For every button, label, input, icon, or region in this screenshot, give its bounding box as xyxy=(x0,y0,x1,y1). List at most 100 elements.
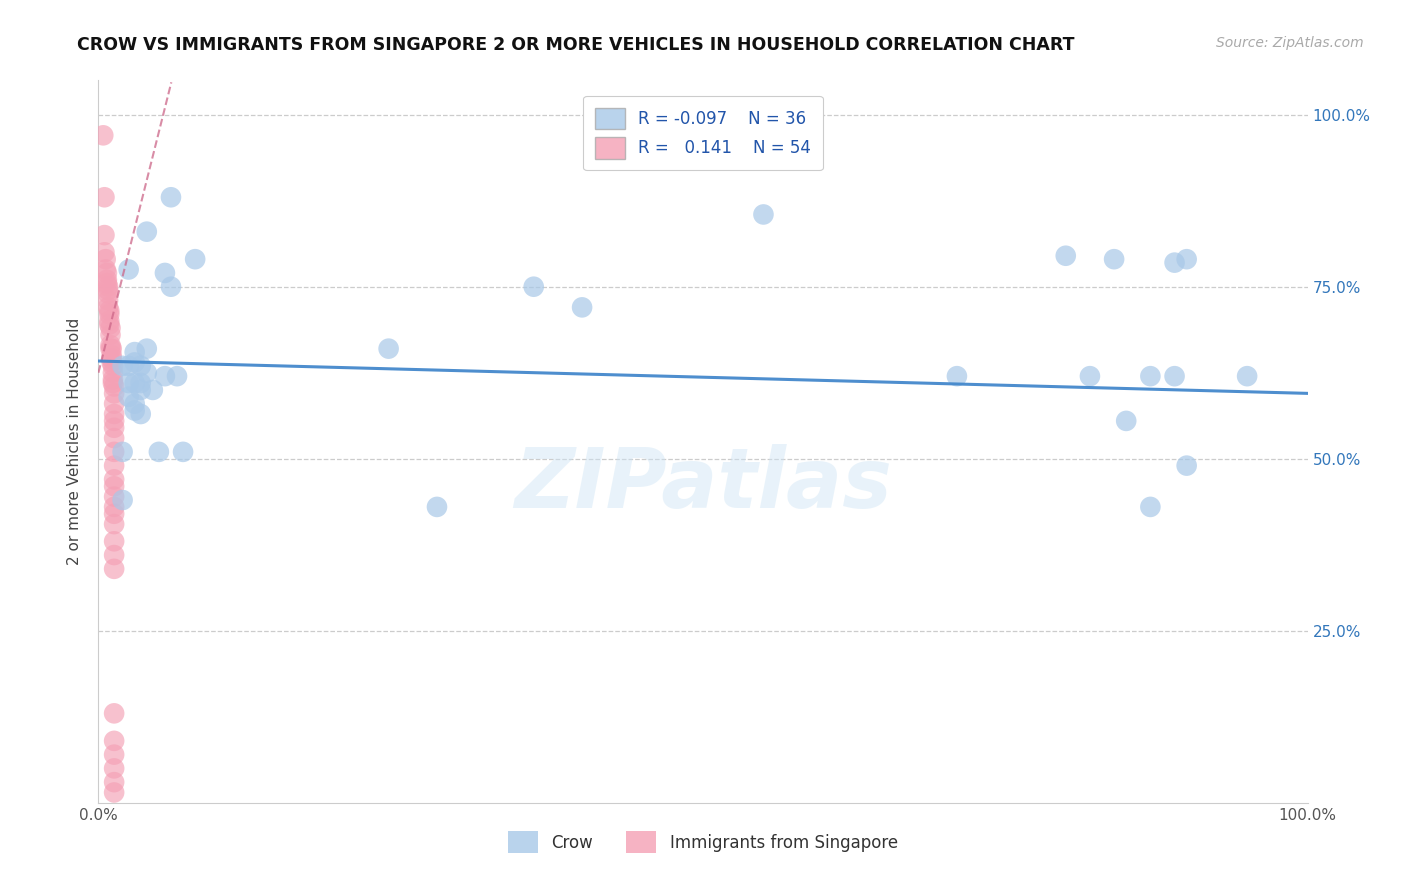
Point xyxy=(98,307,121,321)
Point xyxy=(93,190,115,204)
Point xyxy=(100,355,122,369)
Point xyxy=(98,318,121,332)
Point xyxy=(1175,458,1198,473)
Point xyxy=(96,273,118,287)
Point xyxy=(124,397,146,411)
Point xyxy=(101,359,124,373)
Point xyxy=(97,279,120,293)
Text: ZIPatlas: ZIPatlas xyxy=(515,444,891,525)
Point xyxy=(1102,252,1125,267)
Point xyxy=(103,534,125,549)
Point xyxy=(118,390,141,404)
Point xyxy=(129,376,152,390)
Point xyxy=(97,301,120,315)
Point xyxy=(166,369,188,384)
Point xyxy=(93,228,115,243)
Point xyxy=(97,293,120,308)
Point xyxy=(98,303,121,318)
Point xyxy=(103,500,125,514)
Point xyxy=(97,286,120,301)
Point xyxy=(101,366,124,380)
Point xyxy=(118,376,141,390)
Point xyxy=(100,321,122,335)
Point xyxy=(111,359,134,373)
Point xyxy=(124,403,146,417)
Point xyxy=(1054,249,1077,263)
Point xyxy=(94,262,117,277)
Point xyxy=(135,366,157,380)
Point xyxy=(523,279,546,293)
Point xyxy=(377,342,399,356)
Point xyxy=(571,301,593,315)
Point xyxy=(148,445,170,459)
Point xyxy=(426,500,449,514)
Point xyxy=(100,342,122,356)
Point xyxy=(1236,369,1258,384)
Point xyxy=(184,252,207,267)
Point xyxy=(1163,255,1185,269)
Point xyxy=(142,383,165,397)
Point xyxy=(153,369,176,384)
Point xyxy=(153,266,176,280)
Point xyxy=(103,517,125,532)
Point xyxy=(160,279,183,293)
Point xyxy=(103,472,125,486)
Point xyxy=(101,373,124,387)
Point xyxy=(103,548,125,562)
Point xyxy=(91,128,114,143)
Point xyxy=(752,207,775,221)
Y-axis label: 2 or more Vehicles in Household: 2 or more Vehicles in Household xyxy=(67,318,83,566)
Point xyxy=(103,562,125,576)
Point xyxy=(97,283,120,297)
Point xyxy=(124,345,146,359)
Point xyxy=(124,376,146,390)
Point xyxy=(118,262,141,277)
Point xyxy=(93,245,115,260)
Point xyxy=(103,775,125,789)
Point xyxy=(124,355,146,369)
Point xyxy=(94,252,117,267)
Point xyxy=(96,277,118,291)
Point xyxy=(1115,414,1137,428)
Point xyxy=(101,376,124,390)
Point xyxy=(129,383,152,397)
Point xyxy=(135,225,157,239)
Point xyxy=(1163,369,1185,384)
Point xyxy=(946,369,969,384)
Point xyxy=(103,386,125,401)
Point xyxy=(103,734,125,748)
Point xyxy=(100,342,122,356)
Point xyxy=(118,359,141,373)
Text: CROW VS IMMIGRANTS FROM SINGAPORE 2 OR MORE VEHICLES IN HOUSEHOLD CORRELATION CH: CROW VS IMMIGRANTS FROM SINGAPORE 2 OR M… xyxy=(77,36,1074,54)
Point xyxy=(135,342,157,356)
Point xyxy=(103,479,125,493)
Point xyxy=(103,414,125,428)
Point xyxy=(100,338,122,352)
Point xyxy=(103,706,125,721)
Point xyxy=(111,445,134,459)
Text: Source: ZipAtlas.com: Source: ZipAtlas.com xyxy=(1216,36,1364,50)
Point xyxy=(98,314,121,328)
Point xyxy=(1078,369,1101,384)
Point xyxy=(103,397,125,411)
Point xyxy=(103,407,125,421)
Point xyxy=(100,351,122,366)
Point xyxy=(103,507,125,521)
Point xyxy=(111,493,134,508)
Point xyxy=(103,747,125,762)
Point xyxy=(103,379,125,393)
Point xyxy=(129,407,152,421)
Point xyxy=(1175,252,1198,267)
Point xyxy=(100,327,122,342)
Point xyxy=(1139,369,1161,384)
Point xyxy=(96,266,118,280)
Point xyxy=(103,431,125,445)
Point xyxy=(160,190,183,204)
Point xyxy=(172,445,194,459)
Point xyxy=(103,458,125,473)
Point xyxy=(103,421,125,435)
Point xyxy=(103,490,125,504)
Point xyxy=(103,785,125,799)
Legend: Crow, Immigrants from Singapore: Crow, Immigrants from Singapore xyxy=(502,825,904,860)
Point xyxy=(129,359,152,373)
